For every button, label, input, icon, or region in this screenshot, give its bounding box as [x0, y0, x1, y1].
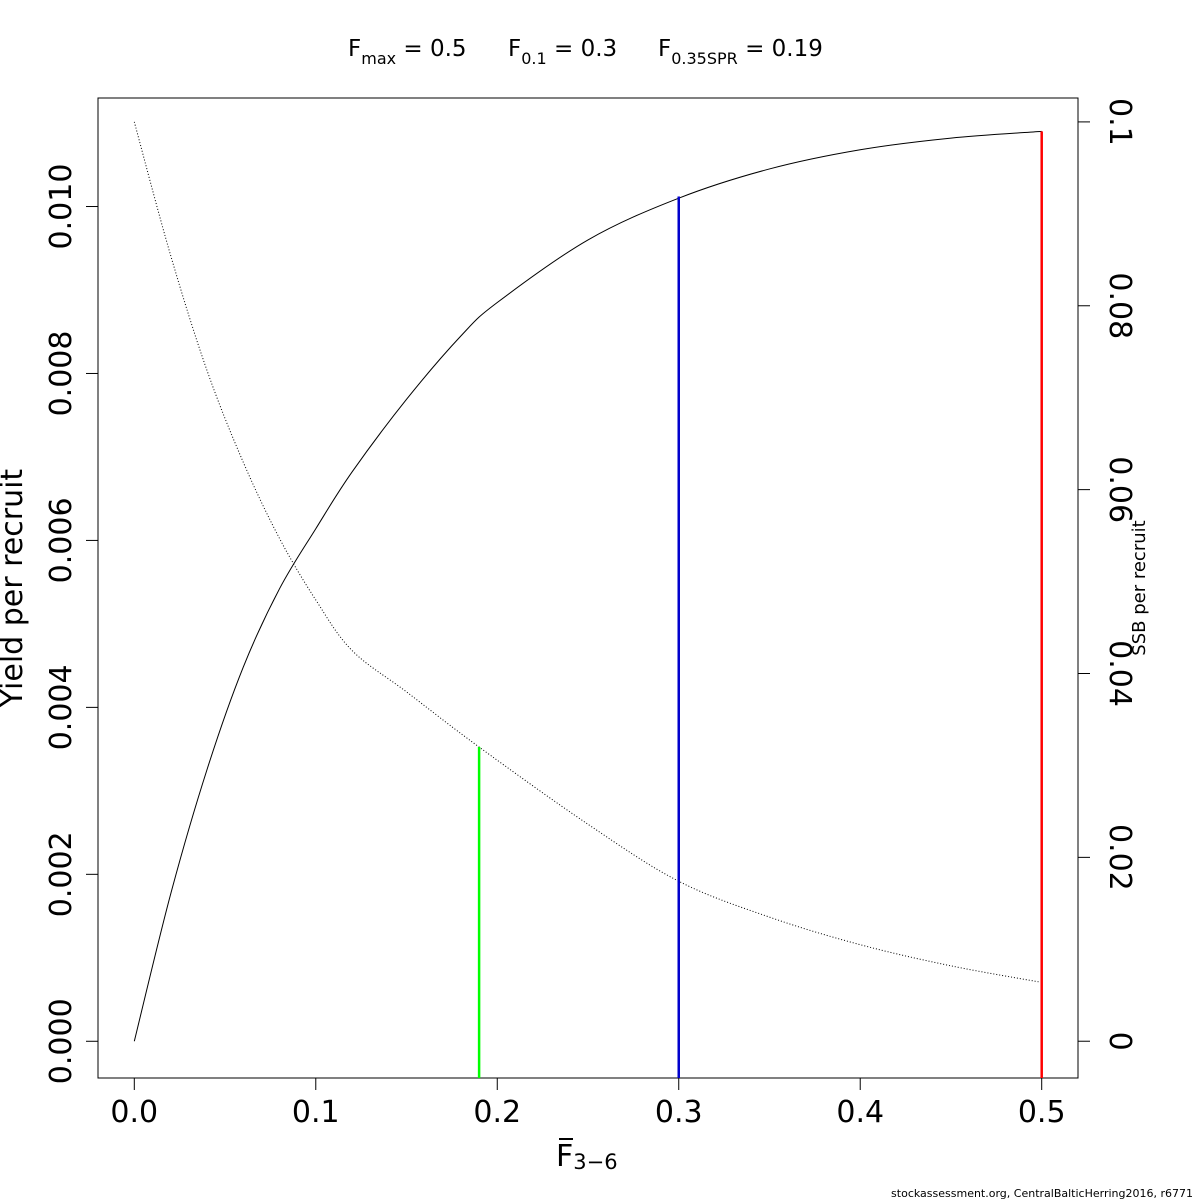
header-fspr: F0.35SPR = 0.19	[658, 36, 823, 68]
y-axis-left-title: Yield per recruit	[0, 469, 30, 709]
y-left-tick-label: 0.008	[44, 331, 79, 417]
x-axis-title-text: F3−6	[556, 1139, 618, 1174]
header-f01: F0.1 = 0.3	[508, 36, 617, 68]
x-tick-label: 0.4	[836, 1095, 884, 1130]
y-left-tick-label: 0.002	[44, 831, 79, 917]
y-axis-left: 0.000 0.002 0.004 0.006 0.008 0.010	[44, 164, 98, 1084]
y-right-tick-label: 0.06	[1102, 456, 1137, 523]
x-tick-label: 0.3	[655, 1095, 703, 1130]
y-axis-right-title: SSB per recruit	[1129, 520, 1150, 655]
y-right-tick-label: 0.08	[1102, 272, 1137, 339]
y-left-tick-label: 0.006	[44, 497, 79, 583]
y-right-tick-label: 0	[1102, 1032, 1137, 1051]
x-tick-label: 0.5	[1018, 1095, 1066, 1130]
source-caption: stockassessment.org, CentralBalticHerrin…	[891, 1187, 1193, 1200]
y-right-tick-label: 0.04	[1102, 640, 1137, 707]
yield-per-recruit-line	[133, 130, 1042, 1042]
x-tick-label: 0.0	[110, 1095, 158, 1130]
reference-lines	[477, 131, 1043, 1078]
y-axis-right: 0 0.02 0.04 0.06 0.08 0.1	[1078, 98, 1137, 1051]
y-left-tick-label: 0.004	[44, 664, 79, 750]
x-axis: 0.0 0.1 0.2 0.3 0.4 0.5	[110, 1078, 1066, 1130]
y-right-tick-label: 0.1	[1102, 98, 1137, 146]
header-fmax: Fmax = 0.5	[348, 36, 467, 68]
y-left-tick-label: 0.000	[44, 998, 79, 1084]
y-right-tick-label: 0.02	[1102, 824, 1137, 891]
x-axis-title: F3−6	[556, 1138, 618, 1174]
x-tick-label: 0.1	[292, 1095, 340, 1130]
plot-frame	[97, 97, 1079, 1079]
y-left-tick-label: 0.010	[44, 164, 79, 250]
x-tick-label: 0.2	[473, 1095, 521, 1130]
chart-header: Fmax = 0.5 F0.1 = 0.3 F0.35SPR = 0.19	[348, 36, 823, 68]
ssb-per-recruit-line	[133, 121, 1042, 983]
series-layer	[133, 121, 1042, 1042]
